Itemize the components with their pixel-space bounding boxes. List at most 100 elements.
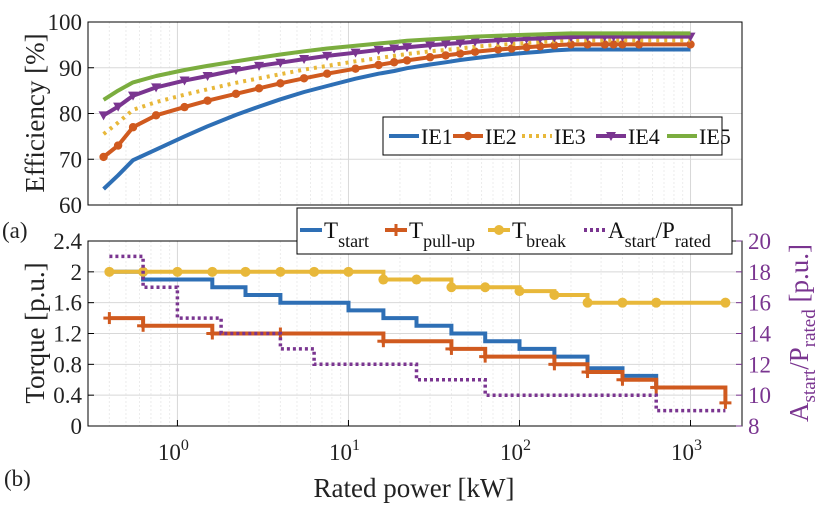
xtick-base: 10 (158, 440, 181, 465)
ratio-ytick-label: 10 (748, 383, 771, 408)
point-break (651, 297, 662, 308)
legend-label-sub: start (338, 231, 369, 251)
point-ie2 (374, 60, 383, 70)
ratio-y2label-tail: [p.u.] (784, 244, 814, 309)
torque-ytick-label: 0.8 (53, 352, 82, 377)
point-ie4 (493, 36, 504, 46)
legend-marker-ie4 (606, 132, 616, 141)
point-break (514, 286, 525, 297)
point-ie4 (322, 51, 333, 61)
point-break (172, 266, 183, 277)
point-break (343, 266, 354, 277)
point-ie4 (389, 44, 400, 54)
point-ie2 (507, 44, 516, 53)
torque-ytick-label: 2 (71, 260, 83, 285)
ratio-ytick-label: 8 (748, 414, 760, 439)
point-ie2 (180, 102, 189, 112)
efficiency-ytick-label: 80 (59, 102, 82, 127)
xtick-base: 10 (329, 440, 352, 465)
point-ie4 (506, 35, 517, 45)
point-ie2 (686, 40, 695, 49)
torque-ylabel: Torque [p.u.] (20, 262, 50, 403)
legend-label-ie4: IE4 (628, 124, 660, 149)
legend-label-sub2: rated (675, 231, 711, 251)
xtick-exp: 2 (523, 437, 531, 454)
ratio-ytick-label: 20 (748, 229, 771, 254)
shared-xlabel: Rated power [kW] (314, 473, 515, 503)
point-ie4 (440, 39, 451, 49)
point-break (275, 266, 286, 277)
point-break (240, 266, 251, 277)
point-ie4 (521, 34, 532, 44)
xtick-exp: 3 (694, 437, 702, 454)
series-line-pullup (109, 316, 728, 403)
efficiency-legend: IE1 IE2 IE3 IE4 IE5 (382, 116, 731, 156)
point-ie2 (441, 51, 450, 60)
point-ie2 (522, 42, 531, 52)
series-line-ie1 (102, 47, 691, 191)
torque-ytick-label: 0 (71, 414, 83, 439)
point-ie4 (535, 34, 546, 44)
xtick-base: 10 (671, 440, 694, 465)
legend-label-main: A (608, 218, 625, 243)
legend-marker-break (494, 225, 504, 235)
point-ie2 (128, 123, 138, 132)
point-ie4 (425, 41, 436, 51)
efficiency-ytick-label: 90 (59, 56, 82, 81)
point-ie4 (113, 102, 124, 112)
point-ie2 (351, 64, 360, 73)
point-ie4 (402, 43, 413, 53)
point-ie2 (113, 141, 123, 150)
legend-label-tail: /P (656, 218, 675, 243)
point-ie4 (470, 37, 481, 47)
point-ie2 (402, 56, 412, 65)
legend-label-main: T (512, 218, 526, 243)
efficiency-ytick-label: 100 (48, 10, 83, 35)
series-line-start (109, 269, 726, 390)
point-ie4 (98, 111, 109, 121)
point-ie4 (455, 39, 466, 49)
point-ie2 (299, 74, 309, 83)
legend-label-ie1: IE1 (421, 124, 453, 149)
legend-label-sub: pull-up (423, 231, 475, 251)
shared-x-ticks: 100 101 102 103 (158, 420, 702, 465)
legend-label-sub: break (526, 231, 566, 251)
panel-label-a: (a) (2, 218, 28, 243)
point-ie2 (425, 53, 435, 62)
ratio-y2label: Astart/Prated [p.u.] (784, 244, 820, 422)
ratio-y2label-sub2: rated (799, 309, 820, 347)
efficiency-legend-box (382, 116, 723, 156)
legend-label-start: Tstart (324, 218, 369, 251)
point-ie2 (231, 89, 241, 99)
torque-legend-box (296, 207, 733, 255)
point-ie2 (583, 40, 592, 49)
point-ie4 (350, 48, 361, 58)
torque-legend: Tstart Tpull-up Tbreak Astart/Prated (296, 207, 733, 255)
torque-ytick-label: 0.4 (53, 383, 82, 408)
point-ie2 (276, 79, 285, 88)
ratio-ytick-label: 12 (748, 352, 771, 377)
legend-label-main: T (409, 218, 423, 243)
point-ie4 (230, 66, 241, 76)
point-ie4 (151, 83, 162, 93)
ratio-ytick-label: 18 (748, 260, 771, 285)
xtick-label: 103 (671, 437, 702, 465)
legend-label-astart: Astart/Prated (608, 218, 711, 251)
point-ie4 (254, 61, 265, 71)
legend-label-ie3: IE3 (554, 124, 586, 149)
efficiency-y-ticks: 60 70 80 90 100 (48, 10, 94, 218)
point-ie4 (373, 45, 384, 55)
xtick-base: 10 (500, 440, 523, 465)
legend-label-sub: start (625, 231, 656, 251)
point-break (480, 282, 491, 293)
point-break (309, 266, 320, 277)
xtick-label: 101 (329, 437, 360, 465)
legend-marker-ie2 (463, 131, 473, 141)
point-ie2 (470, 47, 480, 56)
point-ie4 (179, 76, 190, 86)
efficiency-series (98, 31, 696, 191)
point-break (446, 282, 457, 293)
point-ie4 (128, 91, 139, 101)
